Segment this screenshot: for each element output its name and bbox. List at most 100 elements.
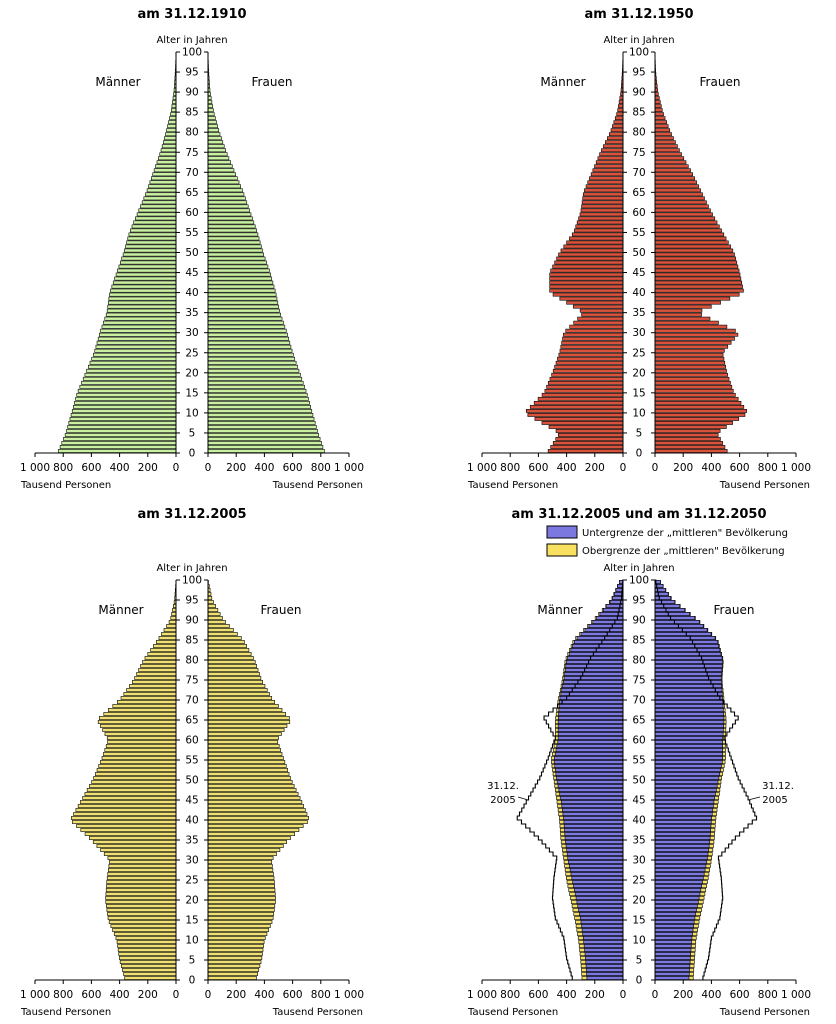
bar-women [207, 684, 266, 688]
bar-men-lower [581, 928, 624, 932]
x-tick-label-men: 800 [53, 989, 73, 1001]
bar-women-lower [654, 696, 723, 700]
age-tick-label: 100 [182, 575, 202, 587]
bar-men [88, 364, 177, 369]
bar-men [171, 612, 177, 616]
bar-men-lower [573, 640, 624, 644]
bar-women [207, 400, 310, 405]
bar-men-lower [568, 860, 624, 864]
age-tick-label: 10 [632, 407, 645, 419]
bar-women [207, 944, 264, 948]
bar-men [581, 204, 624, 209]
bar-men [82, 376, 177, 381]
bar-men [101, 756, 177, 760]
bar-men [88, 836, 177, 840]
bar-women [654, 152, 682, 157]
age-tick-label: 5 [189, 955, 196, 967]
bar-men [111, 284, 177, 289]
bar-women-lower [654, 912, 697, 916]
bar-women [654, 96, 660, 101]
bar-women [207, 740, 279, 744]
bar-women-lower [654, 796, 715, 800]
bar-men [138, 208, 177, 213]
bar-women [207, 204, 249, 209]
bar-women [654, 288, 744, 293]
bar-women [207, 936, 266, 940]
age-tick-label: 0 [636, 975, 643, 987]
bar-men-lower [582, 932, 624, 936]
bar-women [207, 280, 274, 285]
bar-men-lower [578, 908, 624, 912]
bar-men [77, 388, 177, 393]
bar-men [120, 964, 177, 968]
bar-women-lower [654, 932, 693, 936]
bar-women-lower [654, 712, 724, 716]
label-men: Männer [98, 603, 143, 617]
bar-women [654, 176, 695, 181]
bar-men [582, 196, 624, 201]
bar-men [106, 908, 177, 912]
age-tick-label: 70 [632, 167, 645, 179]
bar-women [207, 712, 286, 716]
bar-men [75, 808, 177, 812]
bar-women [207, 156, 230, 161]
bar-men-lower [565, 840, 624, 844]
annotation-left-1: 31.12. [487, 781, 519, 792]
bar-women-lower [654, 832, 711, 836]
bar-men-lower [582, 936, 624, 940]
age-tick-label: 30 [632, 327, 645, 339]
bar-men [529, 404, 624, 409]
bar-men [167, 124, 177, 129]
bar-men [171, 108, 177, 113]
x-tick-label-men: 400 [557, 989, 577, 1001]
age-tick-label: 20 [185, 895, 198, 907]
bar-men [84, 832, 177, 836]
bar-women [207, 100, 213, 105]
bar-women [654, 332, 739, 337]
bar-women [207, 408, 313, 413]
x-tick-label-men: 0 [173, 989, 180, 1001]
bar-women [654, 356, 725, 361]
bar-women [207, 160, 231, 165]
age-tick-label: 55 [632, 227, 645, 239]
bar-men [92, 840, 177, 844]
bar-women [207, 732, 282, 736]
age-tick-label: 0 [636, 448, 643, 460]
bar-men [550, 445, 624, 449]
bar-men [150, 648, 177, 652]
bar-men-lower [585, 956, 624, 960]
bar-women [207, 664, 257, 668]
bar-women [207, 872, 274, 876]
bar-men [107, 740, 177, 744]
bar-men-lower [565, 844, 624, 848]
bar-men [105, 312, 177, 317]
bar-men-lower [606, 604, 624, 608]
bar-men [156, 160, 177, 165]
age-tick-label: 15 [185, 387, 198, 399]
bar-women [654, 364, 726, 369]
age-tick-label: 70 [185, 695, 198, 707]
bar-women-lower [654, 804, 714, 808]
bar-men [114, 276, 177, 281]
bar-men [124, 976, 177, 980]
bar-men [73, 812, 177, 816]
chart-title: am 31.12.1950 [584, 7, 693, 22]
bar-women [207, 832, 296, 836]
bar-men [549, 276, 624, 281]
bar-women [207, 744, 280, 748]
bar-men [103, 320, 177, 325]
bar-women [207, 660, 256, 664]
bar-women [207, 312, 281, 317]
age-axis-title: Alter in Jahren [603, 35, 674, 46]
bar-women [207, 212, 252, 217]
bar-men [581, 312, 624, 317]
bar-women [654, 124, 669, 129]
bar-men [103, 712, 177, 716]
bars-women [654, 580, 727, 980]
bar-men [138, 668, 177, 672]
age-tick-label: 45 [632, 267, 645, 279]
bar-women-lower [654, 668, 723, 672]
bar-men [613, 120, 624, 125]
bar-men-lower [583, 940, 624, 944]
bar-women [207, 324, 286, 329]
